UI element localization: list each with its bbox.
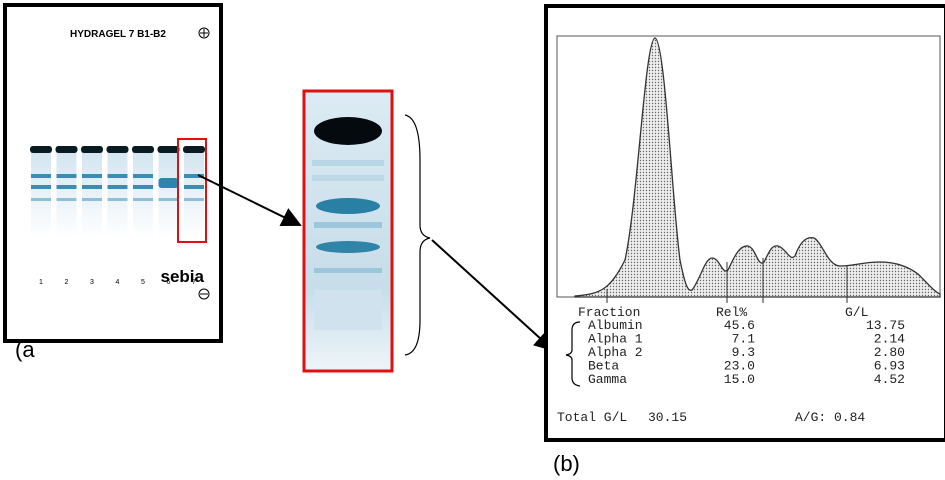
rel-percent: 23.0	[724, 359, 755, 374]
minus-symbol	[198, 288, 210, 300]
band	[158, 178, 179, 188]
gel-title: HYDRAGEL 7 B1-B2	[70, 29, 166, 40]
rel-percent: 15.0	[724, 372, 755, 387]
band	[183, 146, 205, 153]
lane-number: 3	[90, 279, 94, 286]
ag-ratio: A/G: 0.84	[795, 410, 865, 425]
band	[31, 174, 51, 178]
band	[82, 185, 102, 189]
fraction-name: Alpha 2	[588, 345, 643, 360]
lane-number: 5	[141, 279, 145, 286]
lane-number: 7	[192, 279, 196, 286]
band	[132, 146, 154, 153]
arrow	[197, 174, 302, 227]
band	[31, 198, 51, 201]
concentration: 6.93	[874, 359, 905, 374]
fraction-name: Alpha 1	[588, 332, 643, 347]
gel-lanes: 1 2 3 4 5 6 7	[30, 146, 205, 286]
band	[55, 146, 78, 153]
zoom-strip	[302, 89, 394, 373]
brand: sebia	[161, 267, 205, 286]
table-header: G/L	[845, 305, 868, 320]
total-value: 30.15	[648, 410, 687, 425]
lane-number: 4	[116, 279, 120, 286]
band	[133, 185, 153, 189]
band	[184, 174, 204, 178]
table-header: Rel%	[716, 305, 747, 320]
band	[158, 198, 179, 201]
fraction-ticks	[606, 258, 848, 303]
band	[30, 146, 52, 153]
fraction-name: Gamma	[588, 372, 627, 387]
rel-percent: 9.3	[732, 345, 755, 360]
lane	[31, 146, 51, 238]
rel-percent: 7.1	[732, 332, 756, 347]
lane	[184, 146, 204, 238]
concentration: 2.14	[874, 332, 905, 347]
band	[107, 185, 128, 189]
lane-number: 1	[39, 279, 43, 286]
fraction-name: Albumin	[588, 318, 643, 333]
panel-label: (b)	[553, 451, 580, 476]
band	[31, 185, 51, 189]
lane	[56, 146, 77, 238]
panel-frame	[544, 4, 945, 442]
band	[82, 198, 102, 201]
lane	[158, 146, 179, 238]
concentration: 13.75	[866, 318, 905, 333]
concentration: 4.52	[874, 372, 905, 387]
concentration: 2.80	[874, 345, 905, 360]
panel-a: HYDRAGEL 7 B1-B2 1 2 3 4 5 6 7 sebia (a	[3, 3, 223, 362]
band	[133, 174, 153, 178]
band	[82, 174, 102, 178]
brace	[404, 114, 431, 356]
lane-number: 2	[65, 279, 69, 286]
band	[184, 185, 204, 189]
brace	[565, 321, 581, 387]
table-rows: Albumin 45.6 13.75 Alpha 1 7.1 2.14 Alpha 2 9.3…	[588, 318, 905, 387]
panel-b: Fraction Rel% G/L Albumin 45.6 13.75 Alpha …	[544, 4, 945, 476]
fraction-name: Beta	[588, 359, 619, 374]
densitogram	[574, 37, 941, 298]
rel-percent: 45.6	[724, 318, 755, 333]
lane	[82, 146, 102, 238]
band	[56, 185, 77, 189]
lane	[107, 146, 128, 238]
band	[107, 198, 128, 201]
band	[56, 174, 77, 178]
band	[184, 198, 204, 201]
band	[107, 174, 128, 178]
panel-label: (a	[15, 337, 35, 362]
lane-number: 6	[167, 279, 171, 286]
band	[133, 198, 153, 201]
plus-symbol	[198, 27, 210, 39]
table-header: Fraction	[578, 305, 640, 320]
arrow	[431, 239, 555, 352]
band	[106, 146, 129, 153]
band	[81, 146, 103, 153]
band	[157, 146, 180, 153]
lane	[133, 146, 153, 238]
band	[56, 198, 77, 201]
selection-box	[177, 138, 207, 243]
total-label: Total G/L	[557, 410, 627, 425]
